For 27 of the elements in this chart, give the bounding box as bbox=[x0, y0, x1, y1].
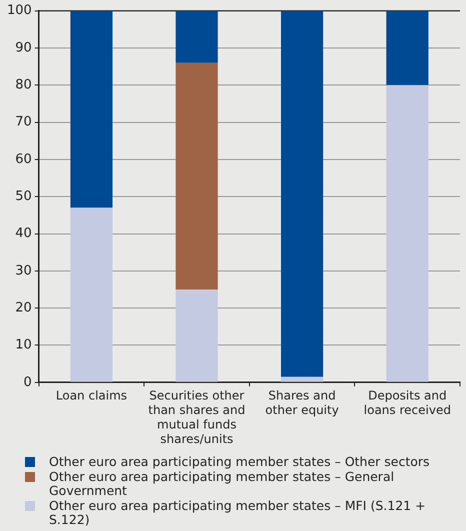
bar bbox=[280, 376, 324, 382]
x-tick-label: Loan claims bbox=[56, 388, 128, 403]
legend-label: Other euro area participating member states – General Government bbox=[49, 469, 396, 498]
y-tick-label: 50 bbox=[15, 188, 32, 204]
y-tick-label: 80 bbox=[15, 77, 32, 92]
y-tick-label: 100 bbox=[6, 3, 32, 18]
y-tick-label: 40 bbox=[15, 226, 32, 242]
x-tick-label: Securities other than shares and mutual funds shares/units bbox=[148, 388, 246, 446]
bar bbox=[386, 85, 428, 382]
legend-label: Other euro area participating member states – Other sectors bbox=[49, 454, 430, 469]
y-tick-label: 70 bbox=[15, 114, 32, 130]
y-tick-label: 60 bbox=[15, 152, 32, 167]
y-tick-label: 30 bbox=[15, 263, 32, 278]
bar bbox=[176, 290, 218, 382]
x-tick-label: Shares and other equity bbox=[265, 388, 339, 418]
legend-label: Other euro area participating member states – MFI (S.121 + S.122) bbox=[49, 498, 427, 527]
y-tick-label: 90 bbox=[15, 40, 32, 56]
bar bbox=[176, 62, 218, 290]
y-tick-label: 20 bbox=[15, 300, 32, 316]
y-tick-label: 0 bbox=[24, 374, 32, 390]
y-tick-label: 10 bbox=[15, 338, 32, 353]
bar bbox=[386, 10, 428, 86]
bar bbox=[176, 10, 218, 63]
x-tick-label: Deposits and loans received bbox=[364, 388, 451, 418]
bar bbox=[70, 10, 113, 208]
bar bbox=[70, 208, 113, 382]
bar bbox=[280, 10, 324, 377]
